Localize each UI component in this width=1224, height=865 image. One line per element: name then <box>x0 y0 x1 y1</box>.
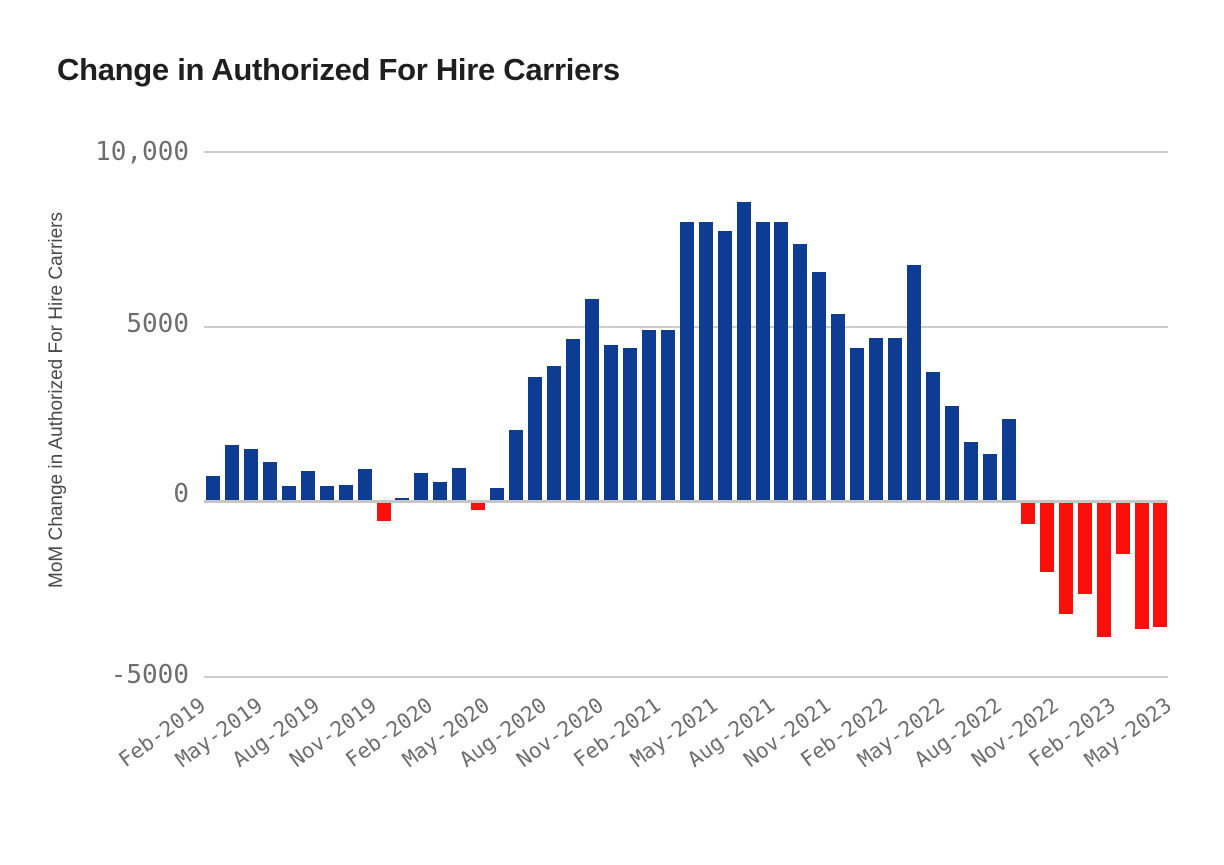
chart-page: Change in Authorized For Hire Carriers M… <box>46 52 1177 772</box>
bar-Oct-2019 <box>338 485 353 502</box>
bar-Sep-2021 <box>774 222 789 502</box>
bar-Apr-2023 <box>1134 501 1149 630</box>
bar-Jan-2021 <box>622 348 637 502</box>
y-tick-label: 5000 <box>126 308 189 339</box>
bar-Aug-2020 <box>528 377 543 502</box>
bar-Jun-2021 <box>717 230 732 502</box>
bar-Dec-2021 <box>831 313 846 502</box>
bar-Mar-2023 <box>1115 501 1130 554</box>
bar-Jun-2019 <box>262 461 277 502</box>
plot-area: 10,000 5000 0 -5000 Feb-2019 May-2019 Aug-2019… <box>95 136 1176 772</box>
bar-Jan-2022 <box>850 347 865 502</box>
bar-Feb-2020 <box>414 472 429 502</box>
bar-Apr-2021 <box>679 222 694 502</box>
bar-Jul-2019 <box>281 486 296 502</box>
bar-Mar-2019 <box>205 475 220 502</box>
bar-May-2020 <box>471 501 486 510</box>
bar-May-2021 <box>698 222 713 502</box>
bar-Jan-2023 <box>1077 501 1092 594</box>
bar-Jul-2020 <box>509 429 524 502</box>
bar-Dec-2020 <box>603 344 618 502</box>
bar-Feb-2021 <box>641 330 656 502</box>
bar-Jun-2020 <box>490 488 505 502</box>
bar-Mar-2021 <box>660 330 675 502</box>
bar-Aug-2021 <box>755 222 770 502</box>
bar-Feb-2023 <box>1096 501 1111 638</box>
bar-Jul-2022 <box>963 442 978 502</box>
bar-May-2022 <box>926 372 941 502</box>
bar-Sep-2022 <box>1001 418 1016 502</box>
y-tick-label: -5000 <box>110 659 189 690</box>
bar-Aug-2019 <box>300 471 315 502</box>
bar-Apr-2020 <box>452 468 467 502</box>
bar-Apr-2022 <box>907 265 922 502</box>
y-tick-label: 10,000 <box>95 136 189 167</box>
bar-Feb-2022 <box>869 338 884 502</box>
chart-title: Change in Authorized For Hire Carriers <box>57 52 620 87</box>
bar-Nov-2019 <box>357 468 372 502</box>
bar-Jul-2021 <box>736 202 751 502</box>
bar-Mar-2022 <box>888 338 903 502</box>
bar-Aug-2022 <box>982 453 997 502</box>
bar-May-2019 <box>243 449 258 502</box>
gridline-10000 <box>204 150 1168 153</box>
gridline--5000 <box>204 675 1168 678</box>
bar-Sep-2020 <box>547 366 562 502</box>
bar-Nov-2021 <box>812 272 827 502</box>
bar-Sep-2019 <box>319 486 334 502</box>
bar-Nov-2020 <box>584 299 599 502</box>
bar-Jan-2020 <box>395 498 410 502</box>
bar-Dec-2019 <box>376 501 391 521</box>
bar-Oct-2022 <box>1020 501 1035 524</box>
bar-Dec-2022 <box>1058 501 1073 614</box>
bar-Oct-2020 <box>566 339 580 502</box>
zero-axis-line <box>204 500 1168 503</box>
bar-Nov-2022 <box>1039 501 1054 573</box>
y-tick-label: 0 <box>173 478 189 509</box>
bar-Apr-2019 <box>224 444 239 502</box>
bar-Mar-2020 <box>433 482 448 502</box>
bar-May-2023 <box>1153 501 1168 628</box>
bar-Jun-2022 <box>945 405 959 502</box>
bar-Oct-2021 <box>793 243 808 502</box>
